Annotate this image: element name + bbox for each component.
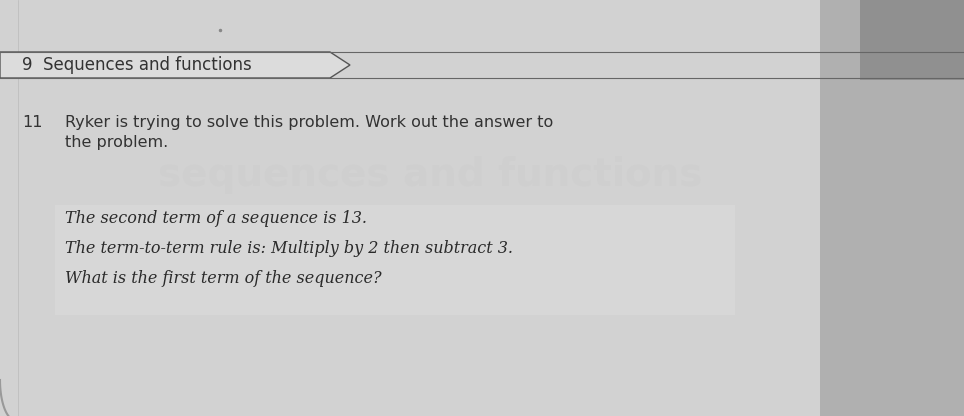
Text: Ryker is trying to solve this problem. Work out the answer to: Ryker is trying to solve this problem. W… [65, 115, 553, 130]
Text: the problem.: the problem. [65, 135, 169, 150]
Text: 9  Sequences and functions: 9 Sequences and functions [22, 56, 252, 74]
Polygon shape [0, 52, 350, 78]
Text: 11: 11 [22, 115, 42, 130]
Text: The term-to-term rule is: Multiply by 2 then subtract 3.: The term-to-term rule is: Multiply by 2 … [65, 240, 513, 257]
FancyBboxPatch shape [55, 205, 735, 315]
FancyBboxPatch shape [820, 0, 964, 416]
Text: The second term of a sequence is 13.: The second term of a sequence is 13. [65, 210, 367, 227]
FancyBboxPatch shape [860, 0, 964, 80]
Text: What is the first term of the sequence?: What is the first term of the sequence? [65, 270, 382, 287]
Text: sequences and functions: sequences and functions [158, 156, 702, 194]
